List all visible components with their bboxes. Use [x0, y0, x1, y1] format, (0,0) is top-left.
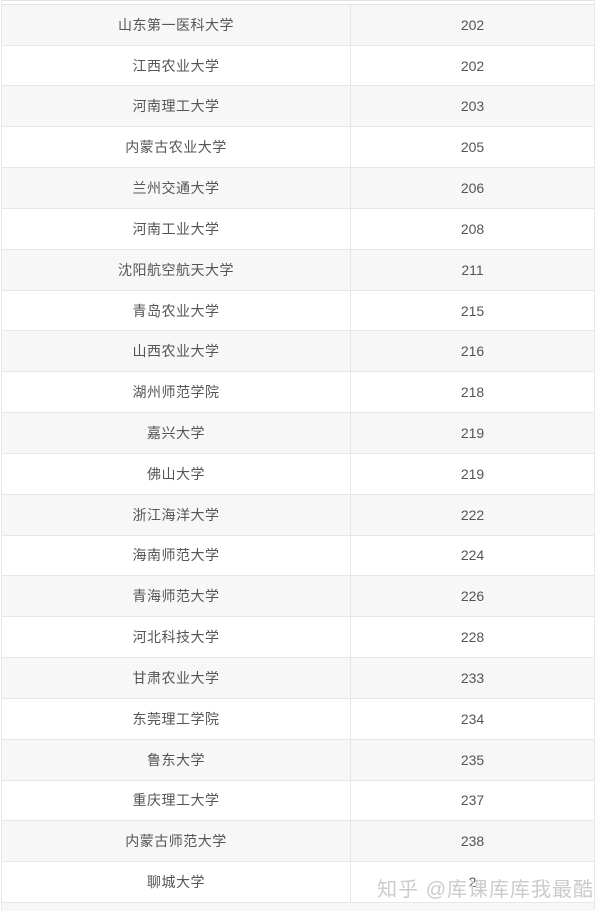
table-row: 东莞理工学院 234	[2, 698, 594, 740]
university-name-cell: 内蒙古师范大学	[2, 821, 351, 862]
table-row: 山西农业大学 216	[2, 331, 594, 373]
score-cell: 224	[460, 547, 485, 564]
university-name-cell: 青海师范大学	[2, 576, 351, 617]
score-cell: 218	[460, 384, 485, 401]
university-name-cell: 江西农业大学	[2, 45, 351, 86]
university-name-cell: 青岛农业大学	[2, 290, 351, 331]
university-name-cell: 山东第一医科大学	[2, 4, 351, 45]
table-row: 沈阳航空航天大学 211	[2, 249, 594, 291]
university-name-cell: 甘肃农业大学	[2, 658, 351, 698]
university-name-cell: 浙江海洋大学	[2, 494, 351, 535]
table-row: 海南师范大学 224	[2, 535, 594, 577]
score-cell: 215	[460, 302, 485, 319]
university-name-cell: 海南师范大学	[2, 535, 351, 576]
table-body: 山东第一医科大学 202 江西农业大学 202 河南理工大学 203 内蒙古农业…	[2, 4, 594, 904]
table-row: 重庆理工大学 237	[2, 780, 594, 822]
score-cell: 234	[460, 710, 485, 727]
zhihu-watermark: 知乎 @库课库库我最酷	[377, 879, 594, 901]
university-name-cell: 内蒙古农业大学	[2, 127, 351, 168]
table-row: 河南理工大学 203	[2, 86, 594, 128]
university-name-cell: 东莞理工学院	[2, 698, 351, 739]
table-row: 湖州师范学院 218	[2, 372, 594, 414]
score-cell: 216	[460, 343, 485, 360]
university-name-cell: 鲁东大学	[2, 739, 351, 780]
university-name-cell: 山西农业大学	[2, 331, 351, 372]
table-row: 内蒙古师范大学 238	[2, 821, 594, 863]
table-row: 聊城大学 2	[2, 862, 594, 904]
table-row: 河南工业大学 208	[2, 208, 594, 250]
table-row: 河北科技大学 228	[2, 617, 594, 659]
score-cell: 203	[460, 98, 485, 115]
table-row: 江西农业大学 202	[2, 45, 594, 87]
university-name-cell: 兰州交通大学	[2, 168, 351, 208]
university-name-cell: 河南理工大学	[2, 86, 351, 127]
clipped-row-bottom	[2, 903, 594, 911]
table-row: 鲁东大学 235	[2, 739, 594, 781]
university-name-cell: 嘉兴大学	[2, 413, 351, 453]
table-row: 浙江海洋大学 222	[2, 494, 594, 536]
score-cell: 219	[460, 465, 485, 482]
score-cell: 228	[460, 629, 485, 646]
score-cell: 237	[460, 792, 485, 809]
score-cell: 206	[460, 180, 485, 197]
university-name-cell: 河北科技大学	[2, 617, 351, 658]
table-row: 内蒙古农业大学 205	[2, 127, 594, 169]
table-row: 山东第一医科大学 202	[2, 4, 594, 46]
table-row: 佛山大学 219	[2, 453, 594, 495]
score-cell: 202	[460, 57, 485, 74]
university-name-cell: 沈阳航空航天大学	[2, 249, 351, 290]
score-cell: 211	[461, 261, 484, 278]
score-cell: 226	[460, 588, 485, 605]
table-row: 青岛农业大学 215	[2, 290, 594, 332]
score-cell: 205	[460, 139, 485, 156]
score-cell: 219	[460, 424, 485, 441]
university-name-cell: 聊城大学	[2, 862, 351, 903]
table-row: 兰州交通大学 206	[2, 168, 594, 209]
table-row: 青海师范大学 226	[2, 576, 594, 618]
university-name-cell: 湖州师范学院	[2, 372, 351, 413]
university-name-cell: 河南工业大学	[2, 208, 351, 249]
university-name-cell: 重庆理工大学	[2, 780, 351, 821]
score-cell: 202	[460, 16, 485, 33]
university-name-cell: 佛山大学	[2, 453, 351, 494]
clipped-row-top	[2, 0, 594, 5]
score-cell: 222	[460, 506, 485, 523]
table-row: 嘉兴大学 219	[2, 413, 594, 454]
score-cell: 233	[460, 669, 485, 686]
table-row: 甘肃农业大学 233	[2, 658, 594, 699]
score-cell: 238	[460, 833, 485, 850]
score-cell: 208	[460, 220, 485, 237]
score-cell: 235	[460, 751, 485, 768]
score-cell: 2	[468, 874, 477, 891]
